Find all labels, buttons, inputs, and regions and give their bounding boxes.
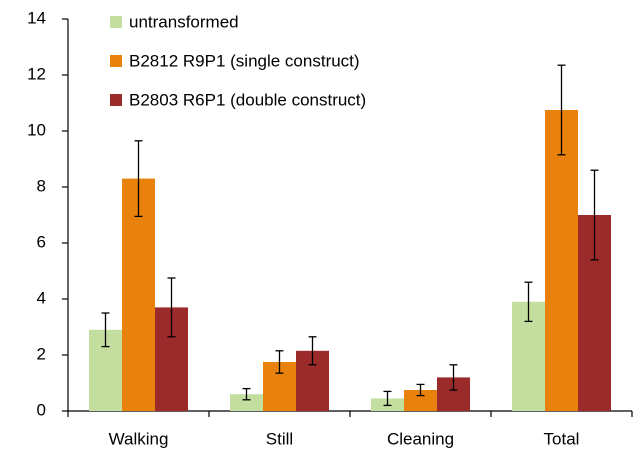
legend-swatch bbox=[110, 94, 122, 106]
x-tick-label: Cleaning bbox=[387, 429, 454, 448]
bar bbox=[122, 178, 155, 411]
x-tick-label: Still bbox=[266, 429, 293, 448]
legend-swatch bbox=[110, 55, 122, 67]
error-bar bbox=[524, 281, 533, 323]
error-bar bbox=[557, 64, 566, 156]
error-bar bbox=[449, 364, 458, 391]
x-tick-label: Walking bbox=[109, 429, 169, 448]
y-tick-label: 6 bbox=[37, 232, 46, 251]
bar bbox=[545, 110, 578, 411]
x-tick-label: Total bbox=[544, 429, 580, 448]
error-bar bbox=[275, 350, 284, 374]
legend-swatch bbox=[110, 16, 122, 28]
y-tick-label: 12 bbox=[27, 64, 46, 83]
y-tick-label: 4 bbox=[37, 288, 46, 307]
legend-label: B2812 R9P1 (single construct) bbox=[129, 51, 360, 70]
y-tick-label: 8 bbox=[37, 176, 46, 195]
error-bar bbox=[383, 390, 392, 407]
y-tick-label: 14 bbox=[27, 8, 46, 27]
legend-label: untransformed bbox=[129, 12, 239, 31]
error-bar bbox=[134, 140, 143, 218]
y-tick-label: 2 bbox=[37, 344, 46, 363]
error-bar bbox=[242, 387, 251, 401]
bar bbox=[230, 394, 263, 411]
y-tick-label: 10 bbox=[27, 120, 46, 139]
legend-label: B2803 R6P1 (double construct) bbox=[129, 90, 366, 109]
error-bar bbox=[590, 169, 599, 261]
y-tick-label: 0 bbox=[37, 400, 46, 419]
error-bar bbox=[308, 336, 317, 366]
error-bar bbox=[101, 312, 110, 348]
bar bbox=[404, 390, 437, 411]
error-bar bbox=[416, 383, 425, 397]
error-bar bbox=[167, 277, 176, 338]
